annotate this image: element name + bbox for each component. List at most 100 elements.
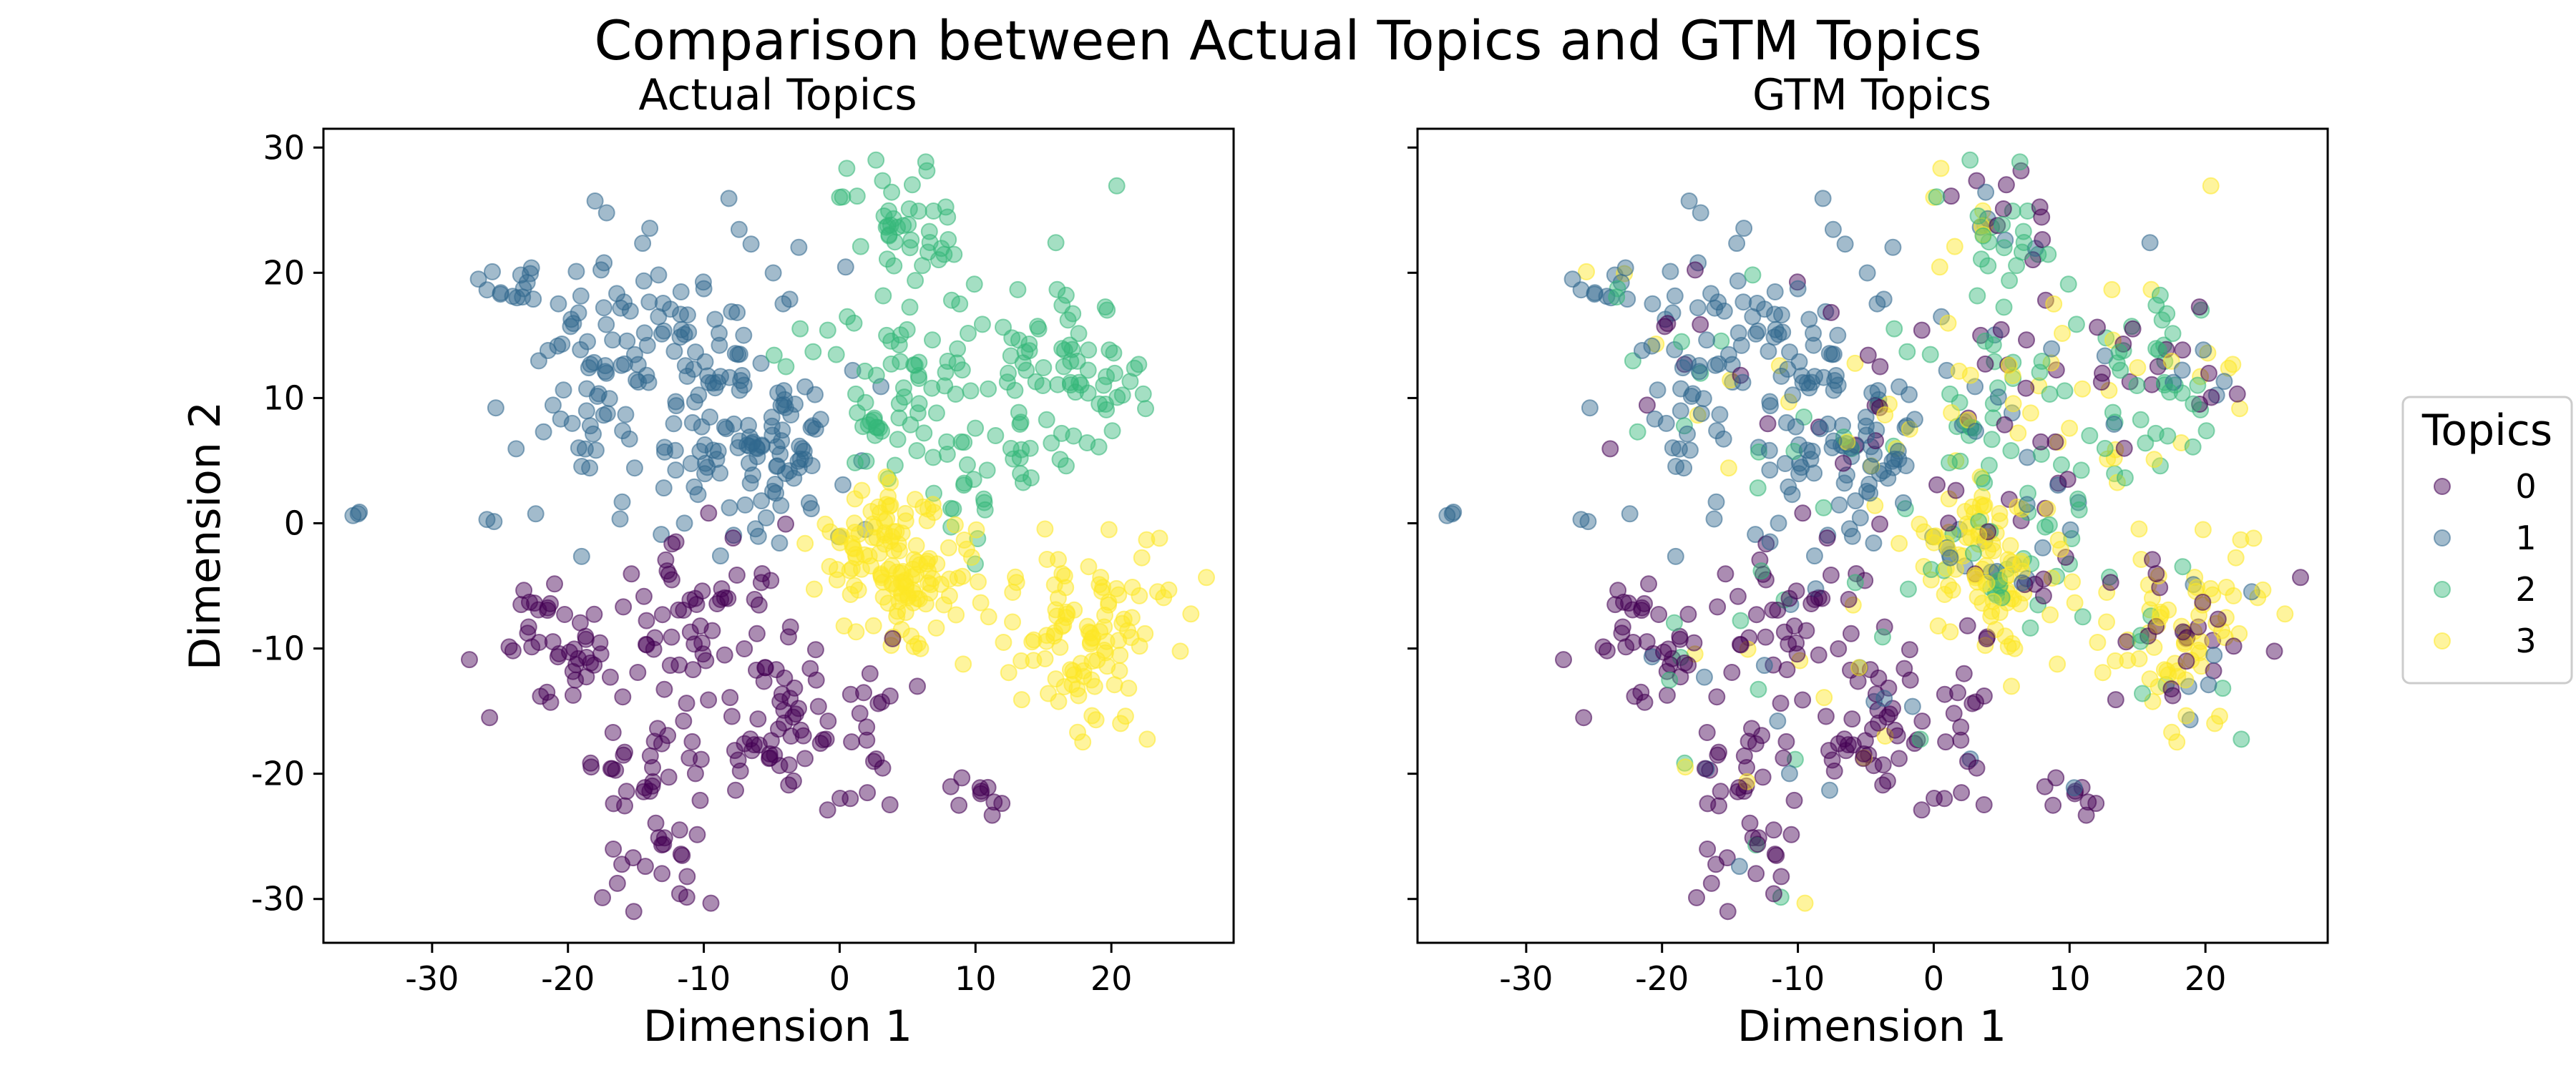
scatter-point-topic-1 <box>725 415 743 433</box>
scatter-point-topic-2 <box>2134 685 2151 702</box>
scatter-point-topic-1 <box>1967 422 1984 440</box>
scatter-point-topic-1 <box>654 295 672 312</box>
scatter-point-topic-0 <box>1949 684 1966 702</box>
scatter-point-topic-2 <box>1095 376 1113 394</box>
scatter-point-topic-1 <box>1772 368 1790 385</box>
scatter-point-topic-1 <box>1698 331 1716 349</box>
scatter-point-topic-0 <box>1638 396 1656 414</box>
scatter-point-topic-2 <box>1058 457 1075 475</box>
scatter-point-topic-3 <box>927 619 945 637</box>
scatter-point-topic-1 <box>579 333 596 351</box>
scatter-point-topic-0 <box>728 567 746 584</box>
scatter-point-topic-0 <box>1940 514 1958 532</box>
scatter-point-topic-1 <box>655 479 673 497</box>
scatter-point-topic-1 <box>1780 478 1797 496</box>
scatter-point-topic-2 <box>2052 456 2070 474</box>
scatter-point-topic-1 <box>1728 235 1746 253</box>
scatter-point-topic-1 <box>598 405 616 423</box>
scatter-point-topic-1 <box>1708 422 1726 440</box>
scatter-point-topic-3 <box>805 580 823 598</box>
scatter-point-topic-0 <box>637 635 655 653</box>
scatter-point-topic-3 <box>821 523 839 541</box>
scatter-point-topic-1 <box>1858 264 1876 282</box>
scatter-point-topic-3 <box>1057 609 1075 627</box>
scatter-point-topic-1 <box>680 323 698 341</box>
scatter-point-topic-1 <box>635 272 653 290</box>
scatter-point-topic-1 <box>612 299 630 317</box>
x-axis-title-actual: Dimension 1 <box>643 1001 912 1052</box>
scatter-point-topic-1 <box>763 408 781 426</box>
scatter-point-topic-2 <box>1873 628 1891 646</box>
scatter-point-topic-2 <box>987 427 1005 444</box>
scatter-point-topic-2 <box>1020 335 1038 353</box>
scatter-point-topic-3 <box>2177 707 2195 725</box>
scatter-point-topic-2 <box>2161 383 2178 401</box>
scatter-point-topic-2 <box>2185 395 2202 413</box>
scatter-point-topic-1 <box>1851 509 1869 526</box>
scatter-point-topic-3 <box>1171 642 1189 660</box>
scatter-point-topic-0 <box>1731 635 1749 653</box>
scatter-point-topic-3 <box>1890 534 1908 552</box>
scatter-point-topic-0 <box>675 602 693 619</box>
scatter-point-topic-1 <box>768 458 786 475</box>
scatter-point-topic-2 <box>852 237 869 255</box>
scatter-point-topic-0 <box>859 784 877 802</box>
scatter-point-topic-1 <box>653 325 670 343</box>
scatter-point-topic-1 <box>1790 353 1808 371</box>
scatter-point-topic-0 <box>1775 749 1792 767</box>
scatter-point-topic-3 <box>847 549 865 567</box>
scatter-point-topic-0 <box>2047 769 2065 787</box>
scatter-point-topic-0 <box>1913 801 1931 819</box>
scatter-point-topic-2 <box>2184 438 2202 456</box>
scatter-point-topic-2 <box>1976 474 1994 491</box>
scatter-point-topic-0 <box>792 721 810 739</box>
scatter-point-topic-1 <box>527 505 545 523</box>
scatter-point-topic-0 <box>684 661 702 679</box>
scatter-point-topic-2 <box>1079 361 1097 379</box>
scatter-point-topic-0 <box>2228 385 2246 403</box>
scatter-point-topic-0 <box>2034 587 2052 604</box>
scatter-point-topic-0 <box>2031 198 2049 216</box>
scatter-point-topic-0 <box>1870 714 1887 732</box>
legend-marker-topic-1 <box>2434 529 2451 547</box>
scatter-point-topic-1 <box>1776 455 1794 472</box>
scatter-point-topic-2 <box>1969 207 1987 225</box>
scatter-point-topic-1 <box>2200 676 2218 694</box>
scatter-panel-gtm: GTM Topics -30 -20 -10 0 10 20 Dimension 1 <box>1407 70 2329 1052</box>
scatter-point-topic-0 <box>1575 709 1593 727</box>
scatter-point-topic-0 <box>655 836 673 853</box>
scatter-point-topic-1 <box>1863 384 1881 402</box>
scatter-point-topic-1 <box>836 258 854 276</box>
scatter-point-topic-3 <box>1796 894 1814 912</box>
scatter-point-topic-1 <box>549 337 567 355</box>
scatter-point-topic-0 <box>561 643 578 661</box>
scatter-point-topic-2 <box>1021 439 1039 457</box>
scatter-point-topic-1 <box>514 288 532 306</box>
scatter-point-topic-0 <box>1617 638 1635 656</box>
scatter-point-topic-1 <box>1730 858 1748 876</box>
scatter-point-topic-1 <box>1715 302 1733 320</box>
scatter-point-topic-0 <box>1947 481 1965 499</box>
scatter-point-topic-2 <box>2132 632 2150 650</box>
scatter-point-topic-2 <box>2147 296 2165 314</box>
scatter-point-topic-3 <box>2103 280 2121 298</box>
scatter-point-topic-1 <box>1894 494 1912 511</box>
scatter-point-topic-1 <box>790 238 808 256</box>
scatter-point-topic-1 <box>771 534 789 552</box>
scatter-point-topic-1 <box>1830 496 1848 514</box>
scatter-point-topic-0 <box>1614 618 1631 636</box>
scatter-point-topic-2 <box>1921 346 1939 363</box>
scatter-point-topic-2 <box>1070 373 1088 391</box>
scatter-point-topic-2 <box>947 386 965 403</box>
scatter-point-topic-0 <box>1708 688 1726 706</box>
scatter-point-topic-0 <box>983 806 1001 824</box>
scatter-point-topic-1 <box>578 380 595 398</box>
scatter-point-topic-2 <box>895 388 913 406</box>
scatter-point-topic-0 <box>638 612 655 629</box>
scatter-point-topic-1 <box>597 204 615 222</box>
scatter-point-topic-0 <box>1650 606 1668 623</box>
scatter-point-topic-2 <box>1070 325 1088 343</box>
scatter-point-topic-2 <box>1974 227 1992 245</box>
scatter-point-topic-1 <box>572 287 590 305</box>
